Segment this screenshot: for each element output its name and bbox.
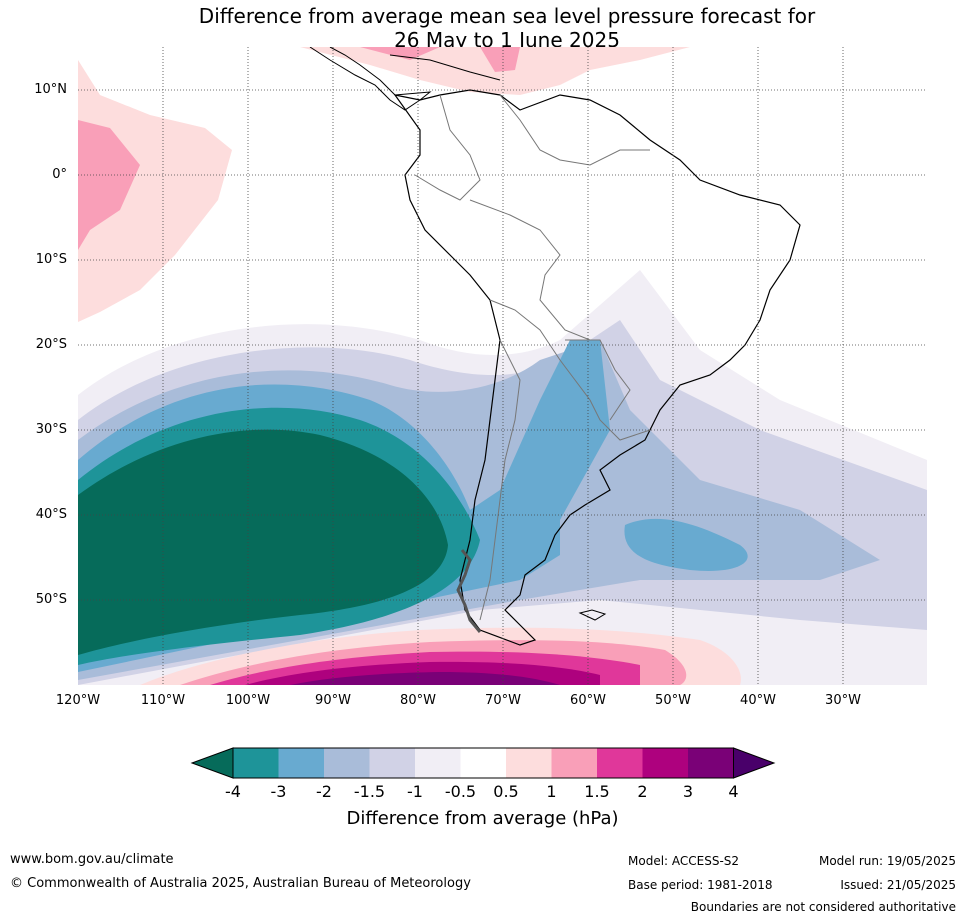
- colorbar-swatch: [415, 748, 461, 778]
- central-america-coastline: [309, 47, 432, 111]
- map-title: Difference from average mean sea level p…: [0, 4, 965, 52]
- lat-label: 10°S: [35, 252, 67, 267]
- colorbar-extend-high: [733, 747, 776, 779]
- lon-label: 40°W: [740, 693, 776, 708]
- lat-label: 40°S: [35, 507, 67, 522]
- colorbar-swatch: [324, 748, 370, 778]
- positive-anomaly-core-north-pacific: [78, 120, 140, 250]
- colorbar-swatch: [642, 748, 688, 778]
- colorbar-tick: -4: [225, 782, 241, 801]
- cuba-coastline: [389, 54, 501, 81]
- colorbar-tick: 3: [682, 782, 694, 801]
- lon-label: 30°W: [825, 693, 861, 708]
- disclaimer-text: Boundaries are not considered authoritat…: [690, 900, 956, 914]
- lon-label: 110°W: [140, 693, 186, 708]
- chile-fjords: [456, 549, 482, 633]
- colorbar-swatch: [551, 748, 597, 778]
- graticule: [78, 47, 927, 685]
- colorbar-swatch: [460, 748, 506, 778]
- colorbar-label: Difference from average (hPa): [346, 808, 619, 829]
- colorbar-tick: -2: [316, 782, 332, 801]
- colorbar-swatch: [278, 748, 324, 778]
- lon-label: 90°W: [315, 693, 351, 708]
- positive-anomaly-north-pacific: [78, 60, 232, 322]
- colorbar-tick: -1: [407, 782, 423, 801]
- lon-label: 60°W: [570, 693, 606, 708]
- colorbar-swatch: [597, 748, 643, 778]
- pressure-anomaly-map: [78, 47, 927, 685]
- issued-text: Issued: 21/05/2025: [840, 878, 956, 892]
- lon-label: 50°W: [655, 693, 691, 708]
- model-text: Model: ACCESS-S2: [628, 854, 740, 868]
- positive-anomaly-core-caribbean: [360, 47, 440, 60]
- colorbar-swatch: [233, 748, 279, 778]
- positive-anomaly-core-caribbean-2: [480, 47, 520, 72]
- lon-label: 80°W: [400, 693, 436, 708]
- colorbar-tick: 1.5: [584, 782, 610, 801]
- website-link[interactable]: www.bom.gov.au/climate: [10, 852, 174, 867]
- lat-label: 30°S: [35, 422, 67, 437]
- colorbar-extend-low: [190, 747, 234, 779]
- colorbar-tick: -1.5: [353, 782, 386, 801]
- lat-label: 20°S: [35, 337, 67, 352]
- lon-label: 120°W: [55, 693, 101, 708]
- positive-anomaly-southern-ocean-3: [290, 672, 560, 685]
- colorbar-swatch: [369, 748, 415, 778]
- title-line-1: Difference from average mean sea level p…: [198, 4, 816, 28]
- colorbar-swatch: [506, 748, 552, 778]
- lat-label: 0°: [52, 167, 67, 182]
- lat-label: 10°N: [34, 82, 67, 97]
- negative-anomaly-minus2-east: [624, 518, 748, 571]
- colorbar: [190, 747, 776, 779]
- base-period-text: Base period: 1981-2018: [628, 878, 773, 892]
- colorbar-tick: 4: [728, 782, 739, 801]
- lat-label: 50°S: [35, 592, 67, 607]
- copyright-text: © Commonwealth of Australia 2025, Austra…: [10, 876, 471, 891]
- lon-label: 70°W: [485, 693, 521, 708]
- colorbar-tick: 0.5: [493, 782, 519, 801]
- colorbar-swatch: [688, 748, 734, 778]
- model-run-text: Model run: 19/05/2025: [818, 854, 956, 868]
- colorbar-tick: -3: [270, 782, 287, 801]
- country-borders: [414, 94, 651, 621]
- colorbar-tick: 1: [546, 782, 557, 801]
- colorbar-tick: -0.5: [444, 782, 477, 801]
- colorbar-tick: 2: [637, 782, 648, 801]
- lon-label: 100°W: [225, 693, 271, 708]
- negative-anomaly-minus4: [78, 429, 448, 655]
